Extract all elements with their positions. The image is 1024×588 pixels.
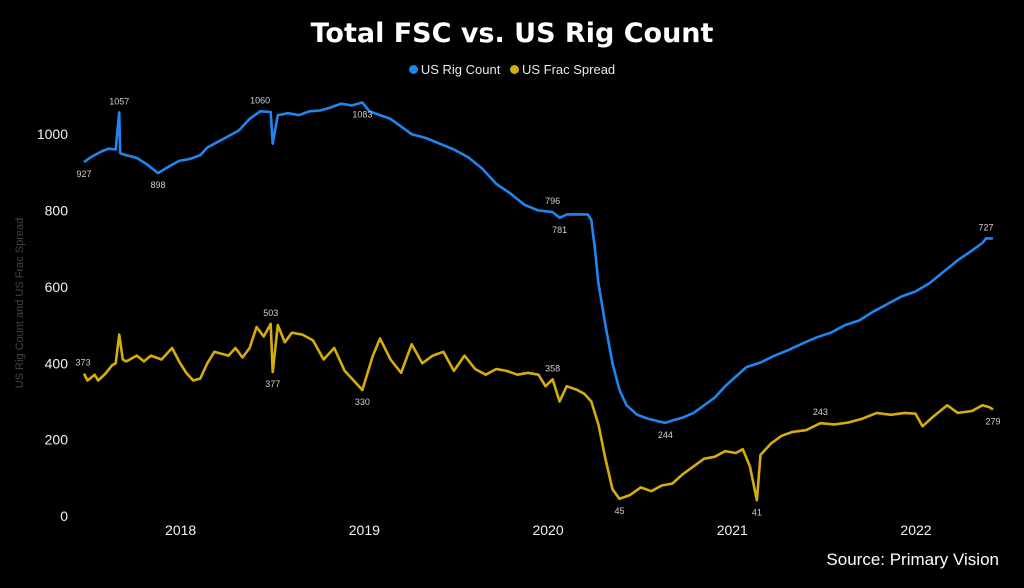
x-tick-label: 2018 xyxy=(165,522,196,538)
x-tick-label: 2020 xyxy=(532,522,563,538)
y-tick-label: 800 xyxy=(45,203,69,219)
data-label: 377 xyxy=(265,379,280,389)
y-axis-label: US Rig Count and US Frac Spread xyxy=(14,218,26,389)
x-tick-label: 2019 xyxy=(349,522,380,538)
y-axis-ticks: 0 200 400 600 800 1000 xyxy=(37,126,68,524)
legend: US Rig Count US Frac Spread xyxy=(0,62,1024,77)
data-label: 1057 xyxy=(109,96,129,106)
data-label: 1083 xyxy=(352,109,372,119)
data-label: 898 xyxy=(150,180,165,190)
chart-title: Total FSC vs. US Rig Count xyxy=(310,18,714,49)
data-label: 41 xyxy=(752,507,762,517)
x-tick-label: 2021 xyxy=(717,522,748,538)
legend-label-rig-count: US Rig Count xyxy=(420,62,501,77)
data-label: 727 xyxy=(978,222,993,232)
legend-marker-rig-count xyxy=(408,65,418,74)
data-label: 1060 xyxy=(250,95,270,105)
data-label: 373 xyxy=(75,358,90,368)
data-label: 244 xyxy=(658,430,673,440)
x-tick-label: 2022 xyxy=(900,522,931,538)
x-axis-ticks: 2018 2019 2020 2021 2022 xyxy=(165,522,932,538)
source-note: Source: Primary Vision xyxy=(826,550,999,569)
series-layer xyxy=(82,101,994,502)
series-line-rig-count[interactable] xyxy=(83,101,993,425)
legend-marker-frac-spread xyxy=(509,65,519,74)
legend-item-rig-count[interactable]: US Rig Count xyxy=(408,62,504,77)
series-line-frac-spread[interactable] xyxy=(82,322,994,502)
data-label: 503 xyxy=(263,308,278,318)
y-tick-label: 200 xyxy=(45,432,69,448)
data-label: 927 xyxy=(76,169,91,179)
legend-item-frac-spread[interactable]: US Frac Spread xyxy=(509,62,616,77)
y-tick-label: 400 xyxy=(45,355,69,371)
data-label: 796 xyxy=(545,196,560,206)
data-label: 330 xyxy=(355,397,370,407)
y-tick-label: 0 xyxy=(60,508,68,524)
data-label: 279 xyxy=(985,416,1000,426)
y-tick-label: 1000 xyxy=(37,126,68,142)
data-label: 781 xyxy=(552,225,567,235)
data-labels: 927 1057 898 1060 1083 796 781 244 727 373 503 377 3… xyxy=(75,95,1000,517)
data-label: 358 xyxy=(545,363,560,373)
y-tick-label: 600 xyxy=(45,279,69,295)
data-label: 45 xyxy=(615,506,625,516)
data-label: 243 xyxy=(813,407,828,417)
legend-label-frac-spread: US Frac Spread xyxy=(521,62,616,77)
